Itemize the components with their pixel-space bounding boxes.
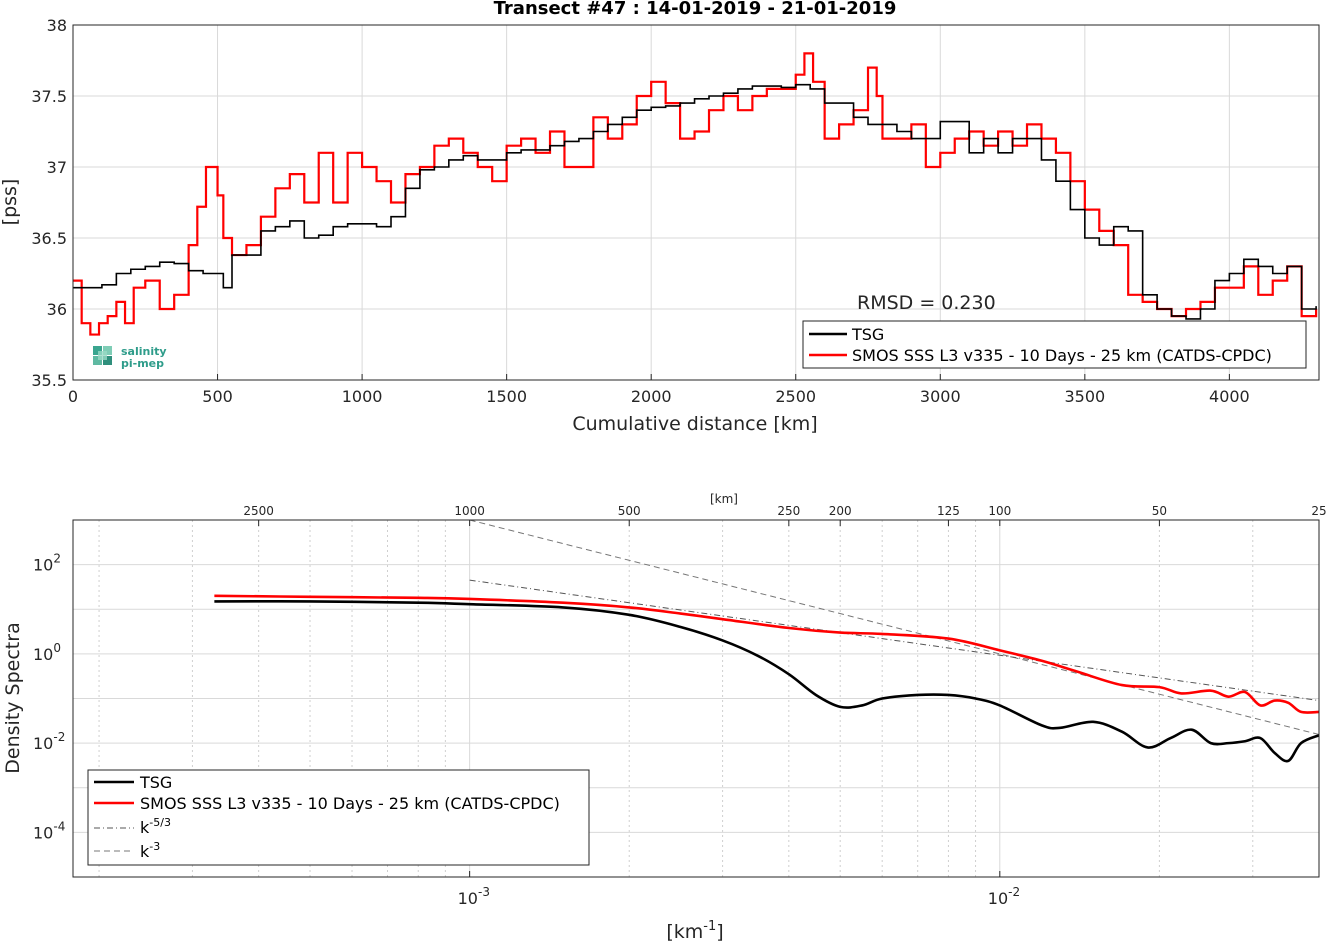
bottom-legend-box bbox=[87, 769, 590, 866]
salinity-pimep-logo: salinity pi-mep bbox=[93, 345, 167, 370]
bottom-y-tick-label: 100 bbox=[33, 641, 61, 664]
top-chart-title: Transect #47 : 14-01-2019 - 21-01-2019 bbox=[494, 0, 897, 19]
bottom-chart-y-ticks: 10-4 10-2 100 102 bbox=[33, 552, 65, 843]
top-y-tick-label: 38 bbox=[47, 16, 67, 35]
top-chart-x-label: Cumulative distance [km] bbox=[572, 413, 817, 435]
top-km-tick-label: 50 bbox=[1152, 504, 1167, 518]
top-y-tick-label: 37 bbox=[47, 158, 67, 177]
top-x-tick-label: 500 bbox=[202, 387, 233, 406]
top-km-tick-label: 500 bbox=[618, 504, 641, 518]
bottom-chart-y-label: Density Spectra bbox=[2, 622, 24, 773]
bottom-chart-x-label: [km-1] bbox=[666, 919, 723, 942]
bottom-chart-x-ticks: 10-3 10-2 bbox=[458, 871, 1020, 908]
top-x-tick-label: 4000 bbox=[1209, 387, 1250, 406]
bottom-y-tick-label: 10-2 bbox=[33, 730, 65, 753]
top-x-tick-label: 2500 bbox=[775, 387, 816, 406]
top-chart-frame bbox=[72, 24, 1320, 381]
bottom-x-tick-label: 10-3 bbox=[458, 885, 490, 908]
top-km-tick-label: 100 bbox=[988, 504, 1011, 518]
top-y-tick-label: 36.5 bbox=[31, 229, 67, 248]
bottom-legend-tsg: TSG bbox=[139, 773, 172, 792]
top-x-tick-label: 1000 bbox=[342, 387, 383, 406]
bottom-x-tick-label: 10-2 bbox=[988, 885, 1020, 908]
k3-reference-line bbox=[469, 519, 1320, 735]
top-km-tick-label: 200 bbox=[829, 504, 852, 518]
top-chart-lines bbox=[73, 52, 1318, 336]
bottom-y-tick-label: 10-4 bbox=[33, 819, 65, 842]
bottom-chart-legend: TSG SMOS SSS L3 v335 - 10 Days - 25 km (… bbox=[87, 769, 590, 866]
top-y-tick-label: 37.5 bbox=[31, 87, 67, 106]
k53-reference-line bbox=[469, 579, 1320, 702]
rmsd-annotation: RMSD = 0.230 bbox=[857, 292, 996, 314]
top-km-tick-label: 250 bbox=[777, 504, 800, 518]
top-km-tick-label: 125 bbox=[937, 504, 960, 518]
bottom-chart: 10-3 10-2 10-4 10-2 100 102 2500 1000 500 250 20… bbox=[2, 492, 1326, 942]
top-legend-smos: SMOS SSS L3 v335 - 10 Days - 25 km (CATD… bbox=[852, 346, 1272, 365]
top-km-tick-label: 25 bbox=[1311, 504, 1326, 518]
top-legend-tsg: TSG bbox=[851, 325, 884, 344]
logo-line-1: salinity bbox=[121, 345, 167, 358]
bottom-legend-k3: k-3 bbox=[140, 840, 160, 861]
tsg-spectrum-line bbox=[214, 599, 1320, 763]
bottom-chart-top-ticks: 2500 1000 500 250 200 125 100 50 25 bbox=[243, 504, 1326, 526]
tsg-line bbox=[73, 83, 1317, 320]
top-y-tick-label: 36 bbox=[47, 300, 67, 319]
top-y-tick-label: 35.5 bbox=[31, 371, 67, 390]
bottom-chart-frame bbox=[72, 519, 1320, 878]
top-axis-label: [km] bbox=[710, 492, 738, 506]
top-chart-y-label: [pss] bbox=[0, 179, 21, 226]
top-chart-y-ticks: 35.5 36 36.5 37 37.5 38 bbox=[31, 16, 67, 390]
top-chart-legend: TSG SMOS SSS L3 v335 - 10 Days - 25 km (… bbox=[802, 320, 1307, 369]
smos-line bbox=[73, 52, 1318, 336]
bottom-legend-k53: k-5/3 bbox=[140, 816, 171, 837]
smos-spectrum-line bbox=[214, 594, 1320, 714]
bottom-legend-smos: SMOS SSS L3 v335 - 10 Days - 25 km (CATD… bbox=[140, 794, 560, 813]
top-x-tick-label: 0 bbox=[68, 387, 78, 406]
top-chart-x-ticks: 0 500 1000 1500 2000 2500 3000 3500 4000 bbox=[68, 374, 1250, 406]
top-chart: Transect #47 : 14-01-2019 - 21-01-2019 0… bbox=[0, 0, 1320, 435]
top-km-tick-label: 1000 bbox=[454, 504, 485, 518]
bottom-chart-lines bbox=[214, 519, 1320, 763]
top-x-tick-label: 3500 bbox=[1064, 387, 1105, 406]
top-x-tick-label: 3000 bbox=[920, 387, 961, 406]
top-km-tick-label: 2500 bbox=[243, 504, 274, 518]
top-x-tick-label: 1500 bbox=[486, 387, 527, 406]
top-legend-box bbox=[802, 320, 1307, 369]
logo-line-2: pi-mep bbox=[121, 357, 164, 370]
bottom-y-tick-label: 102 bbox=[33, 552, 61, 575]
top-x-tick-label: 2000 bbox=[631, 387, 672, 406]
